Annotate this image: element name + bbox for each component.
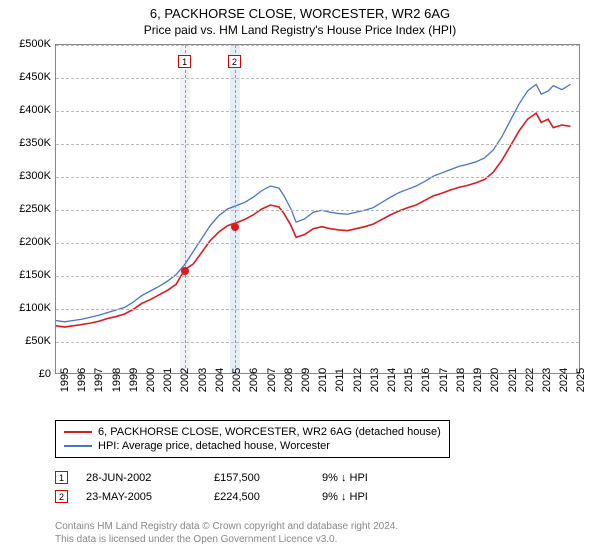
sale-diff: 9% ↓ HPI bbox=[322, 472, 368, 484]
gridline-h bbox=[56, 276, 579, 277]
y-tick-label: £100K bbox=[7, 302, 51, 314]
x-tick-label: 2003 bbox=[197, 368, 209, 392]
x-tick-label: 2009 bbox=[300, 368, 312, 392]
gridline-h bbox=[56, 144, 579, 145]
legend-label: 6, PACKHORSE CLOSE, WORCESTER, WR2 6AG (… bbox=[98, 426, 441, 438]
sale-date: 23-MAY-2005 bbox=[86, 491, 196, 503]
x-tick-label: 2004 bbox=[214, 368, 226, 392]
y-tick-label: £250K bbox=[7, 203, 51, 215]
sale-price: £157,500 bbox=[214, 472, 304, 484]
chart-container: 6, PACKHORSE CLOSE, WORCESTER, WR2 6AG P… bbox=[0, 0, 600, 560]
x-tick-label: 2016 bbox=[420, 368, 432, 392]
x-tick-label: 1996 bbox=[76, 368, 88, 392]
y-tick-label: £450K bbox=[7, 71, 51, 83]
x-tick-label: 2019 bbox=[472, 368, 484, 392]
sale-date: 28-JUN-2002 bbox=[86, 472, 196, 484]
plot-area: 12 bbox=[55, 44, 580, 374]
gridline-h bbox=[56, 111, 579, 112]
x-tick-label: 2000 bbox=[145, 368, 157, 392]
footer-attribution: Contains HM Land Registry data © Crown c… bbox=[55, 520, 398, 546]
gridline-h bbox=[56, 45, 579, 46]
sale-marker-box: 2 bbox=[228, 55, 241, 68]
y-tick-label: £350K bbox=[7, 137, 51, 149]
x-tick-label: 1997 bbox=[93, 368, 105, 392]
legend-swatch bbox=[64, 431, 92, 433]
gridline-h bbox=[56, 309, 579, 310]
x-tick-label: 2011 bbox=[334, 368, 346, 392]
x-tick-label: 2021 bbox=[507, 368, 519, 392]
series-property bbox=[56, 113, 570, 327]
sales-row: 1 28-JUN-2002 £157,500 9% ↓ HPI bbox=[55, 468, 368, 487]
sale-price: £224,500 bbox=[214, 491, 304, 503]
x-tick-label: 2014 bbox=[386, 368, 398, 392]
sales-table: 1 28-JUN-2002 £157,500 9% ↓ HPI 2 23-MAY-2005… bbox=[55, 468, 368, 506]
x-tick-label: 2012 bbox=[352, 368, 364, 392]
sale-index-box: 2 bbox=[55, 490, 68, 503]
x-tick-label: 2015 bbox=[403, 368, 415, 392]
x-tick-label: 2020 bbox=[489, 368, 501, 392]
x-tick-label: 2005 bbox=[231, 368, 243, 392]
y-tick-label: £0 bbox=[7, 368, 51, 380]
x-tick-label: 2025 bbox=[575, 368, 587, 392]
x-tick-label: 2022 bbox=[524, 368, 536, 392]
x-tick-label: 2023 bbox=[541, 368, 553, 392]
x-tick-label: 2001 bbox=[162, 368, 174, 392]
x-tick-label: 2024 bbox=[558, 368, 570, 392]
sale-vline bbox=[185, 45, 186, 373]
footer-line-1: Contains HM Land Registry data © Crown c… bbox=[55, 520, 398, 533]
legend-label: HPI: Average price, detached house, Worc… bbox=[98, 440, 330, 452]
x-tick-label: 2007 bbox=[266, 368, 278, 392]
x-tick-label: 2008 bbox=[283, 368, 295, 392]
legend-item: 6, PACKHORSE CLOSE, WORCESTER, WR2 6AG (… bbox=[64, 425, 441, 439]
gridline-h bbox=[56, 210, 579, 211]
x-tick-label: 2013 bbox=[369, 368, 381, 392]
sale-marker-box: 1 bbox=[178, 55, 191, 68]
x-tick-label: 2017 bbox=[438, 368, 450, 392]
gridline-h bbox=[56, 243, 579, 244]
y-tick-label: £400K bbox=[7, 104, 51, 116]
chart-subtitle: Price paid vs. HM Land Registry's House … bbox=[0, 21, 600, 41]
sale-index-box: 1 bbox=[55, 471, 68, 484]
sale-dot bbox=[181, 267, 189, 275]
x-tick-label: 2006 bbox=[248, 368, 260, 392]
footer-line-2: This data is licensed under the Open Gov… bbox=[55, 533, 398, 546]
legend-swatch bbox=[64, 445, 92, 447]
x-tick-label: 1995 bbox=[59, 368, 71, 392]
gridline-h bbox=[56, 342, 579, 343]
line-layer bbox=[56, 45, 579, 373]
x-tick-label: 1999 bbox=[128, 368, 140, 392]
y-tick-label: £50K bbox=[7, 335, 51, 347]
sale-diff: 9% ↓ HPI bbox=[322, 491, 368, 503]
x-tick-label: 1998 bbox=[111, 368, 123, 392]
y-tick-label: £500K bbox=[7, 38, 51, 50]
sales-row: 2 23-MAY-2005 £224,500 9% ↓ HPI bbox=[55, 487, 368, 506]
sale-dot bbox=[231, 223, 239, 231]
y-tick-label: £300K bbox=[7, 170, 51, 182]
legend-item: HPI: Average price, detached house, Worc… bbox=[64, 439, 441, 453]
legend: 6, PACKHORSE CLOSE, WORCESTER, WR2 6AG (… bbox=[55, 420, 450, 458]
x-tick-label: 2002 bbox=[179, 368, 191, 392]
y-tick-label: £150K bbox=[7, 269, 51, 281]
x-tick-label: 2010 bbox=[317, 368, 329, 392]
chart-title: 6, PACKHORSE CLOSE, WORCESTER, WR2 6AG bbox=[0, 0, 600, 21]
gridline-h bbox=[56, 78, 579, 79]
x-tick-label: 2018 bbox=[455, 368, 467, 392]
y-tick-label: £200K bbox=[7, 236, 51, 248]
sale-vline bbox=[235, 45, 236, 373]
series-hpi bbox=[56, 84, 570, 321]
gridline-h bbox=[56, 177, 579, 178]
